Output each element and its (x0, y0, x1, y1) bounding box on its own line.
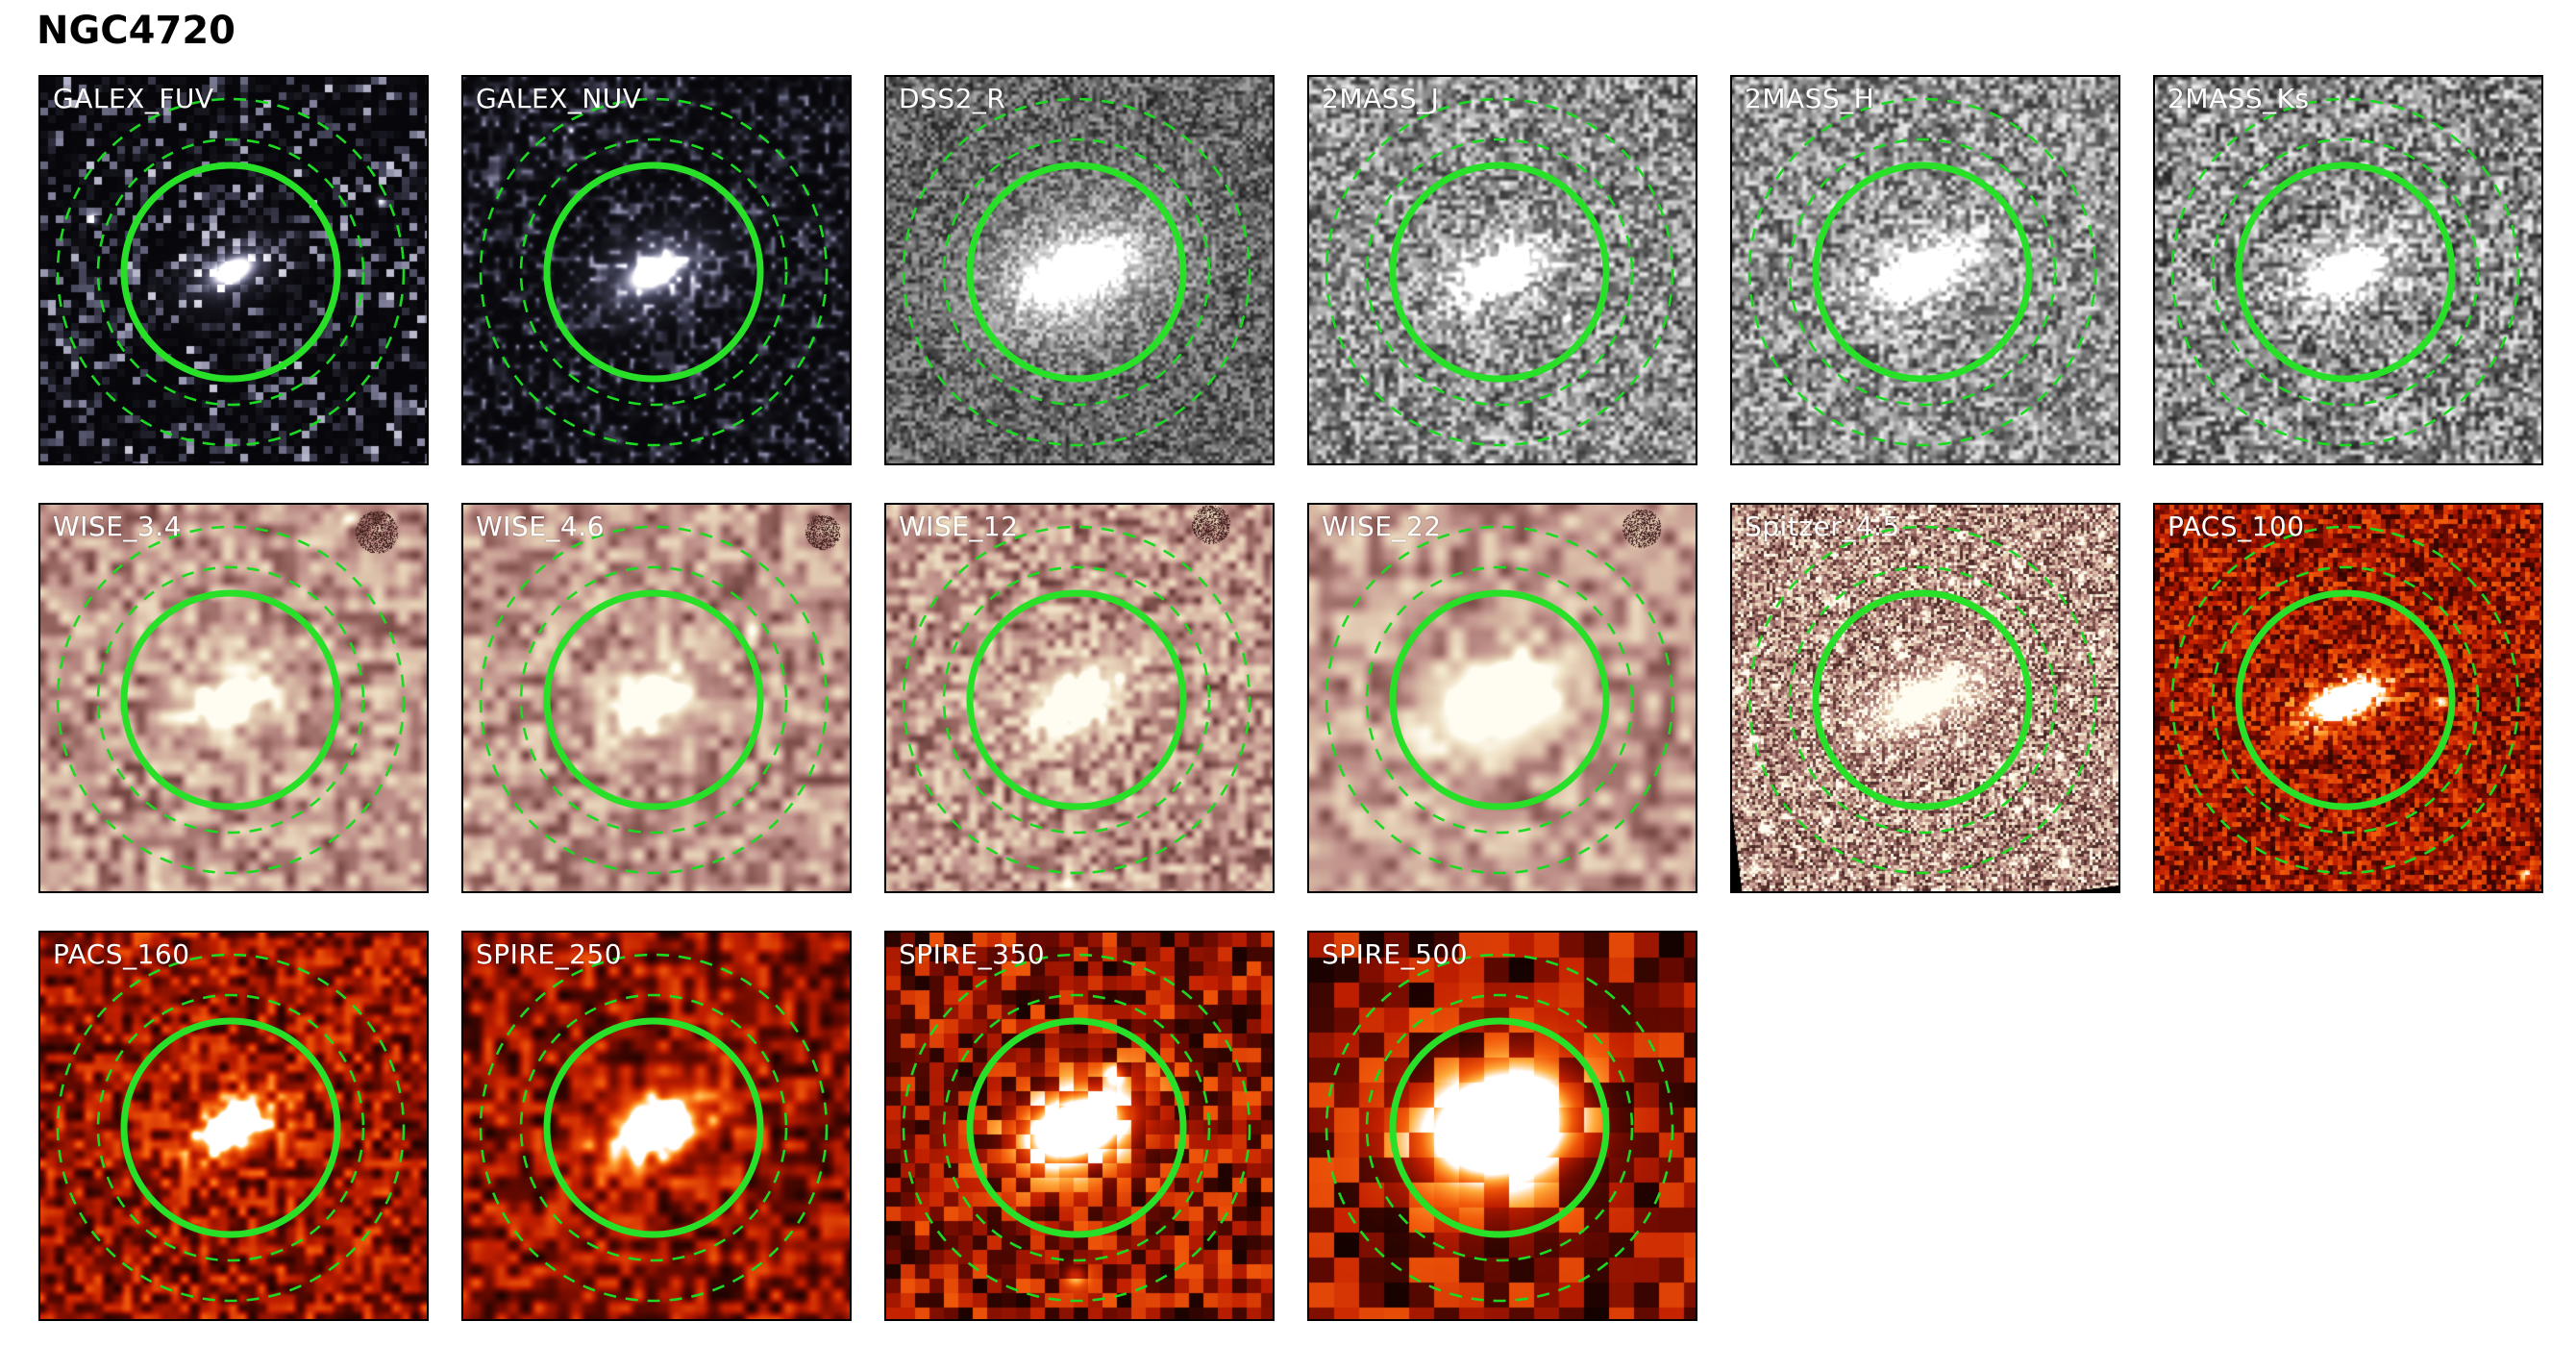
panel-spire-350: SPIRE_350 (884, 931, 1275, 1321)
panel-label: 2MASS_J (1322, 83, 1440, 114)
panel-label: WISE_12 (899, 511, 1019, 542)
panel-label: 2MASS_H (1745, 83, 1875, 114)
panel-2mass-j: 2MASS_J (1307, 75, 1697, 465)
panel-wise-4-6: WISE_4.6 (461, 503, 852, 893)
sky-cutout-image (463, 505, 850, 891)
panel-label: WISE_22 (1322, 511, 1442, 542)
panel-spire-500: SPIRE_500 (1307, 931, 1697, 1321)
sky-cutout-image (886, 77, 1273, 463)
panel-label: GALEX_FUV (53, 83, 214, 114)
sky-cutout-image (40, 933, 427, 1319)
panel-label: SPIRE_500 (1322, 938, 1469, 970)
sky-cutout-image (2155, 77, 2541, 463)
figure-title: NGC4720 (37, 9, 235, 53)
panel-2mass-ks: 2MASS_Ks (2153, 75, 2543, 465)
panel-galex-nuv: GALEX_NUV (461, 75, 852, 465)
sky-cutout-image (886, 933, 1273, 1319)
sky-cutout-image (1732, 505, 2118, 891)
sky-cutout-image (1732, 77, 2118, 463)
panel-wise-12: WISE_12 (884, 503, 1275, 893)
panel-label: 2MASS_Ks (2167, 83, 2310, 114)
panel-label: PACS_100 (2167, 511, 2305, 542)
panel-label: PACS_160 (53, 938, 190, 970)
panel-label: WISE_4.6 (476, 511, 605, 542)
sky-cutout-image (1309, 505, 1696, 891)
sky-cutout-image (40, 505, 427, 891)
panel-pacs-160: PACS_160 (38, 931, 429, 1321)
panel-label: DSS2_R (899, 83, 1006, 114)
panel-dss2-r: DSS2_R (884, 75, 1275, 465)
sky-cutout-image (463, 933, 850, 1319)
panel-wise-3-4: WISE_3.4 (38, 503, 429, 893)
sky-cutout-image (40, 77, 427, 463)
panel-spire-250: SPIRE_250 (461, 931, 852, 1321)
panel-pacs-100: PACS_100 (2153, 503, 2543, 893)
sky-cutout-image (886, 505, 1273, 891)
sky-cutout-image (2155, 505, 2541, 891)
panel-galex-fuv: GALEX_FUV (38, 75, 429, 465)
sky-cutout-image (1309, 77, 1696, 463)
panel-label: Spitzer_4.5 (1745, 511, 1900, 542)
sky-cutout-image (1309, 933, 1696, 1319)
panel-label: WISE_3.4 (53, 511, 182, 542)
panel-label: SPIRE_350 (899, 938, 1046, 970)
panel-wise-22: WISE_22 (1307, 503, 1697, 893)
panel-label: GALEX_NUV (476, 83, 642, 114)
panel-spitzer-4-5: Spitzer_4.5 (1730, 503, 2120, 893)
panel-label: SPIRE_250 (476, 938, 623, 970)
sky-cutout-image (463, 77, 850, 463)
panel-2mass-h: 2MASS_H (1730, 75, 2120, 465)
